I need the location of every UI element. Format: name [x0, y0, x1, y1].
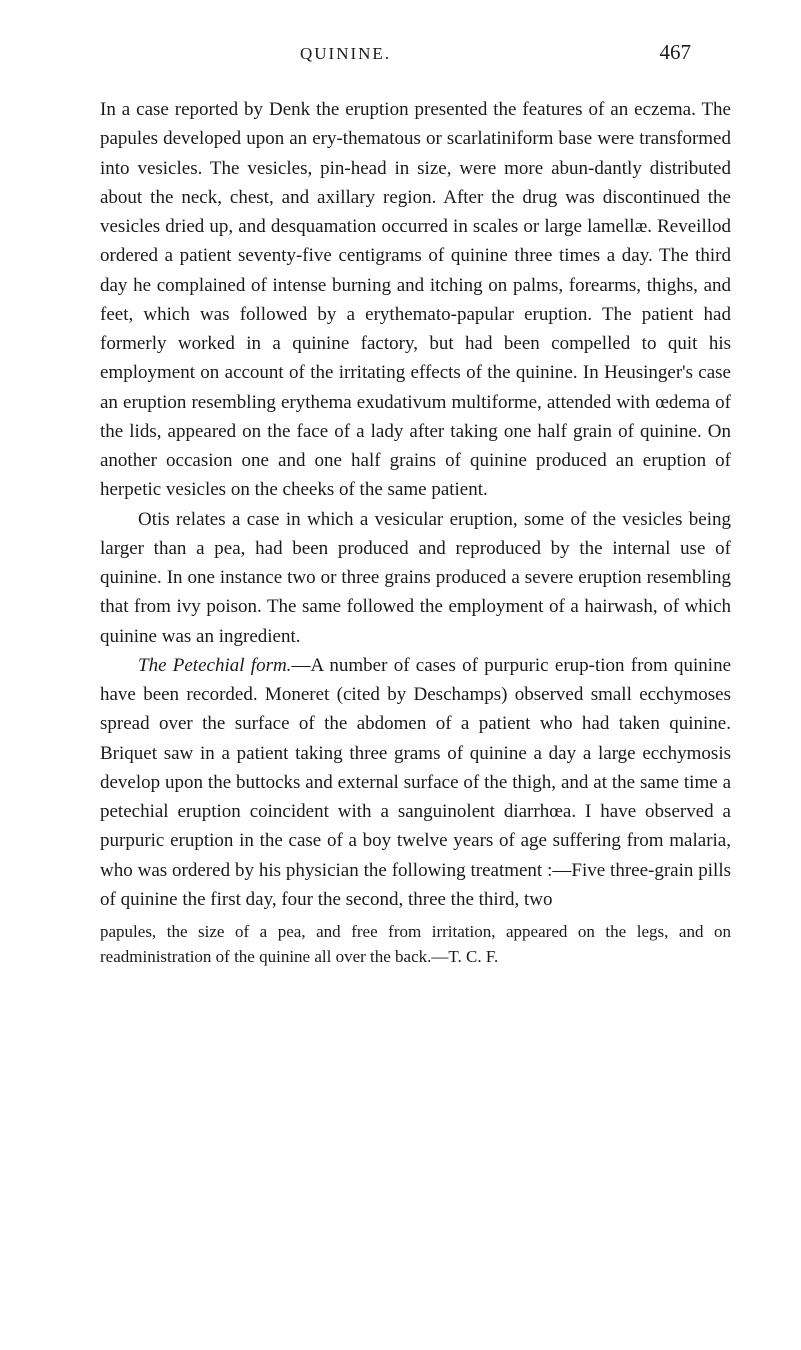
- header-title: QUININE.: [300, 44, 391, 64]
- paragraph-3: The Petechial form.—A number of cases of…: [100, 651, 731, 914]
- footnote: papules, the size of a pea, and free fro…: [100, 920, 731, 969]
- body-content: In a case reported by Denk the eruption …: [100, 95, 731, 969]
- paragraph-1: In a case reported by Denk the eruption …: [100, 95, 731, 505]
- page-number: 467: [660, 40, 692, 65]
- page-header: QUININE. 467: [100, 40, 731, 65]
- paragraph-3-body: —A number of cases of purpuric erup-tion…: [100, 655, 731, 910]
- paragraph-2: Otis relates a case in which a vesicular…: [100, 505, 731, 651]
- paragraph-3-title: The Petechial form.: [138, 655, 291, 676]
